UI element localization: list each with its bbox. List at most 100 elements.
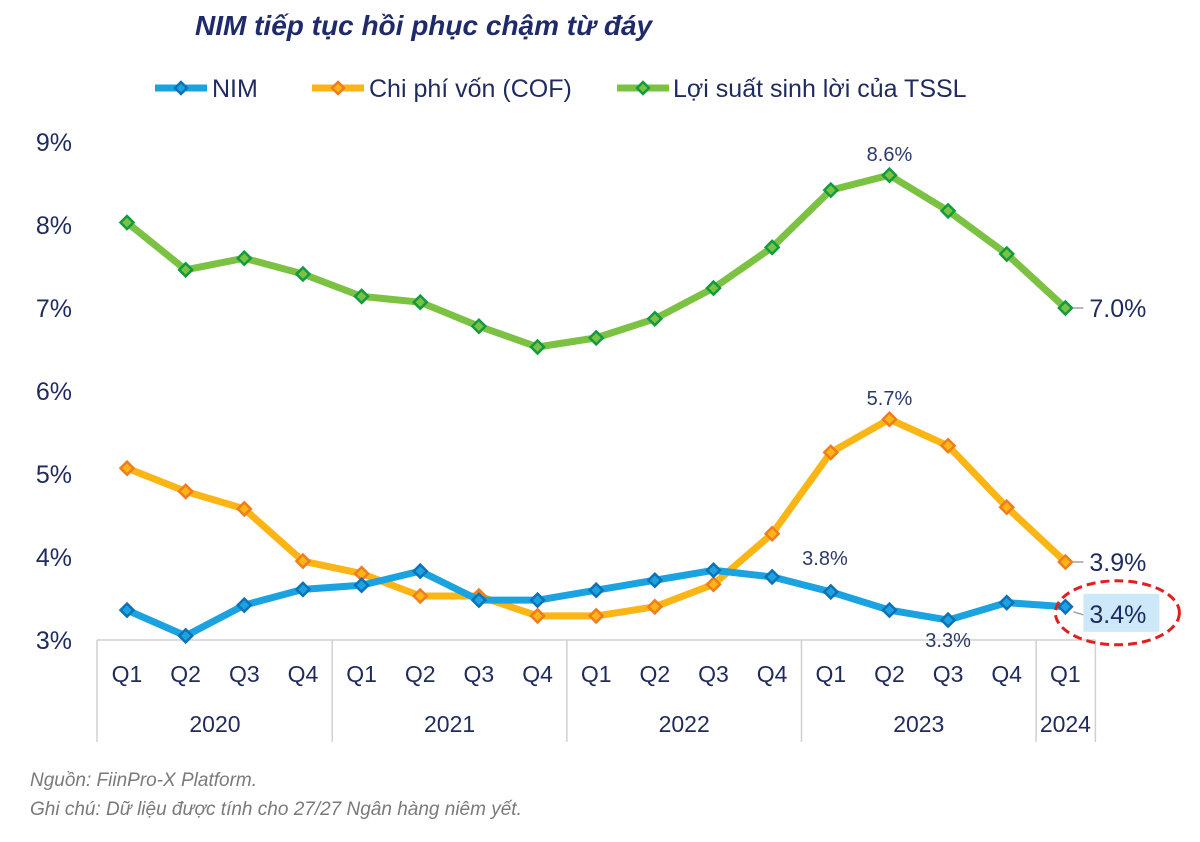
x-tick-label: Q2: [874, 661, 905, 687]
data-point-marker: [236, 596, 253, 614]
x-tick-label: Q2: [170, 661, 201, 687]
data-point-marker: [236, 249, 253, 267]
data-point-marker: [998, 498, 1016, 516]
data-point-marker: [646, 310, 664, 328]
data-point-marker: [881, 410, 898, 428]
series-line: [123, 566, 1069, 640]
data-label: 5.7%: [867, 388, 913, 410]
data-point-marker: [1057, 598, 1074, 616]
data-point-marker: [411, 562, 429, 580]
x-tick-label: Q1: [1050, 661, 1081, 687]
data-point-marker: [705, 576, 722, 593]
data-point-marker: [822, 181, 840, 199]
data-point-marker: [177, 483, 194, 500]
data-point-marker: [236, 500, 253, 518]
series-layer: [118, 166, 1074, 645]
x-group-label: 2021: [424, 711, 475, 737]
legend-marker: [173, 80, 189, 96]
data-point-marker: [646, 571, 664, 589]
data-point-marker: [411, 293, 429, 311]
y-tick-label: 6%: [36, 378, 72, 406]
legend-marker: [635, 80, 651, 96]
data-point-marker: [1057, 553, 1074, 571]
y-tick-label: 7%: [36, 295, 72, 323]
data-point-marker: [294, 265, 312, 283]
data-point-marker: [763, 525, 781, 543]
data-point-marker: [705, 562, 722, 579]
y-tick-label: 9%: [36, 129, 72, 157]
data-point-marker: [587, 607, 605, 625]
x-tick-label: Q3: [698, 661, 729, 687]
data-point-marker: [470, 591, 488, 609]
x-tick-label: Q4: [757, 661, 788, 687]
data-point-marker: [118, 214, 136, 231]
data-label: 7.0%: [1089, 295, 1146, 323]
legend-label: NIM: [212, 75, 258, 103]
data-point-marker: [294, 581, 312, 598]
data-point-marker: [529, 591, 546, 609]
data-point-marker: [998, 594, 1016, 611]
x-tick-label: Q3: [933, 661, 964, 687]
x-tick-label: Q1: [112, 661, 143, 687]
x-tick-label: Q4: [522, 661, 553, 687]
data-point-marker: [177, 627, 194, 645]
x-tick-label: Q1: [581, 661, 612, 687]
data-point-marker: [646, 598, 664, 616]
legend: NIM Chi phí vốn (COF) Lợi suất sinh lời củ…: [155, 75, 967, 103]
data-point-marker: [353, 576, 370, 594]
highlight-ellipse: [1053, 579, 1181, 647]
data-label: 3.4%: [1089, 601, 1146, 629]
data-label: 3.9%: [1089, 549, 1146, 577]
x-group-label: 2023: [893, 711, 944, 737]
x-group-label: 2020: [189, 711, 240, 737]
data-point-marker: [939, 202, 957, 220]
source-note: Nguồn: FiinPro-X Platform.: [30, 770, 257, 791]
data-point-marker: [763, 568, 781, 586]
data-label: 3.3%: [925, 630, 971, 652]
data-point-marker: [998, 245, 1016, 263]
data-point-marker: [1057, 299, 1074, 317]
data-point-marker: [587, 581, 605, 599]
y-tick-label: 5%: [36, 461, 72, 489]
legend-label: Lợi suất sinh lời của TSSL: [673, 75, 967, 103]
data-point-marker: [939, 437, 957, 455]
data-point-marker: [939, 611, 957, 629]
data-label: 8.6%: [867, 144, 913, 166]
x-tick-label: Q2: [640, 661, 671, 687]
x-tick-label: Q2: [405, 661, 436, 687]
data-point-marker: [822, 444, 840, 461]
x-tick-label: Q1: [815, 661, 846, 687]
data-point-marker: [177, 261, 194, 279]
remark-note: Ghi chú: Dữ liệu được tính cho 27/27 Ngâ…: [30, 799, 522, 820]
data-point-marker: [411, 587, 429, 605]
x-tick-label: Q1: [346, 661, 377, 687]
x-group-label: 2022: [659, 711, 710, 737]
data-point-marker: [822, 583, 840, 601]
x-axis: Q1 Q2 Q3 Q4 Q1 Q2 Q3 Q4 Q1 Q2 Q3 Q4 Q1 Q2 Q3 Q4 Q1 2020 20…: [96, 639, 1097, 742]
chart-title: NIM tiếp tục hồi phục chậm từ đáy: [195, 10, 654, 41]
legend-label: Chi phí vốn (COF): [369, 75, 572, 103]
y-axis: 3% 4% 5% 6% 7% 8% 9%: [36, 129, 72, 655]
x-tick-label: Q4: [288, 661, 319, 687]
highlight-box: [1083, 593, 1160, 632]
x-tick-label: Q3: [464, 661, 495, 687]
x-tick-label: Q3: [229, 661, 260, 687]
data-point-marker: [118, 601, 136, 619]
data-point-marker: [470, 317, 488, 335]
data-labels: 8.6% 7.0% 5.7% 3.9% 3.8% 3.3% 3.4%: [802, 144, 1181, 652]
y-tick-label: 4%: [36, 544, 72, 572]
data-point-marker: [705, 279, 722, 297]
x-tick-label: Q4: [991, 661, 1022, 687]
data-point-marker: [529, 338, 546, 356]
data-point-marker: [294, 552, 312, 570]
legend-marker: [330, 80, 346, 96]
data-point-marker: [587, 329, 605, 347]
data-point-marker: [118, 459, 136, 477]
data-label: 3.8%: [802, 548, 848, 570]
y-tick-label: 8%: [36, 212, 72, 240]
y-tick-label: 3%: [36, 627, 72, 655]
leader-line: [1073, 611, 1084, 616]
data-point-marker: [881, 601, 898, 619]
data-point-marker: [763, 239, 781, 256]
